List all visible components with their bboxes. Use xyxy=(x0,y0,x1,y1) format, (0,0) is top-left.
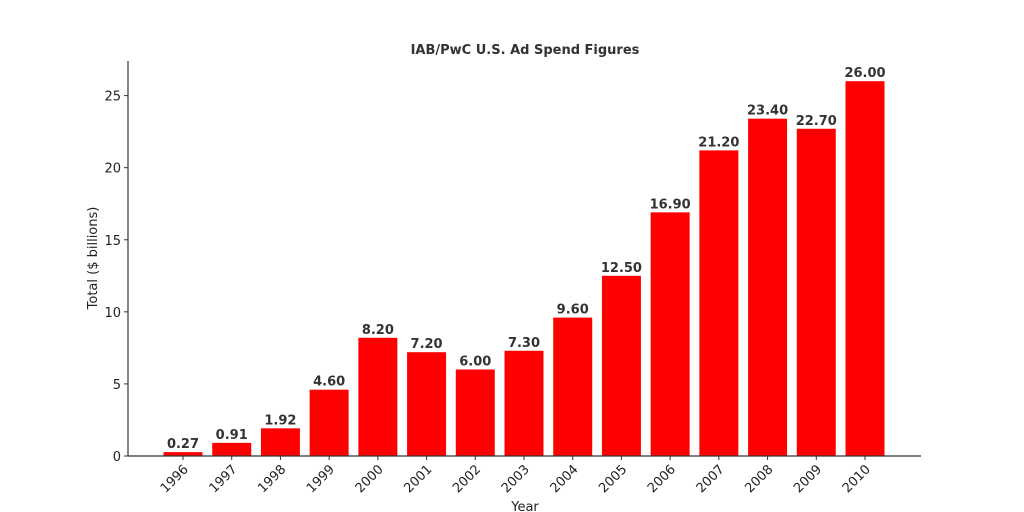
x-tick-label-2008: 2008 xyxy=(742,462,776,496)
bar-1998 xyxy=(260,428,300,456)
data-label-1999: 4.60 xyxy=(313,375,345,390)
bar-2004 xyxy=(553,317,593,456)
x-tick-label-2000: 2000 xyxy=(353,462,387,496)
y-axis: 0 5 10 15 20 25 xyxy=(104,90,128,465)
data-label-2006: 16.90 xyxy=(650,197,691,212)
x-tick-label-1998: 1998 xyxy=(255,462,289,496)
x-tick-label-2003: 2003 xyxy=(499,462,533,496)
bar-2007 xyxy=(699,150,739,456)
y-tick-label-20: 20 xyxy=(104,162,121,177)
bar-2009 xyxy=(796,128,836,456)
y-axis-label: Total ($ billions) xyxy=(86,207,101,311)
data-label-2009: 22.70 xyxy=(796,114,837,129)
y-tick-label-25: 25 xyxy=(104,90,121,105)
bar-1997 xyxy=(212,442,252,456)
bar-2003 xyxy=(504,350,544,456)
bar-2010 xyxy=(845,81,885,456)
chart-title: IAB/PwC U.S. Ad Spend Figures xyxy=(411,43,640,58)
x-tick-label-2001: 2001 xyxy=(401,462,435,496)
x-axis-label: Year xyxy=(510,500,539,512)
data-label-2005: 12.50 xyxy=(601,261,642,276)
data-label-2002: 6.00 xyxy=(459,355,491,370)
x-tick-label-2005: 2005 xyxy=(596,462,630,496)
bar-1999 xyxy=(309,389,349,456)
x-tick-label-2006: 2006 xyxy=(645,462,679,496)
x-tick-label-2002: 2002 xyxy=(450,462,484,496)
bar-2000 xyxy=(358,337,398,456)
x-axis: 1996 1997 1998 1999 2000 2001 2002 2003 2004 2005… xyxy=(158,456,874,496)
x-tick-label-1996: 1996 xyxy=(158,462,192,496)
data-label-2008: 23.40 xyxy=(747,104,788,119)
y-tick-label-0: 0 xyxy=(113,450,121,465)
x-tick-label-2004: 2004 xyxy=(548,462,582,496)
data-label-1997: 0.91 xyxy=(216,428,248,443)
bars-group xyxy=(163,81,885,456)
bar-2002 xyxy=(455,369,495,456)
data-label-2010: 26.00 xyxy=(844,66,885,81)
y-tick-label-5: 5 xyxy=(113,378,121,393)
x-tick-label-1999: 1999 xyxy=(304,462,338,496)
data-label-1996: 0.27 xyxy=(167,437,199,452)
x-tick-label-2010: 2010 xyxy=(840,462,874,496)
data-label-2000: 8.20 xyxy=(362,323,394,338)
bar-2006 xyxy=(650,212,690,456)
x-tick-label-1997: 1997 xyxy=(207,462,241,496)
data-label-2007: 21.20 xyxy=(698,135,739,150)
data-label-1998: 1.92 xyxy=(264,413,296,428)
data-labels-group: 0.27 0.91 1.92 4.60 8.20 7.20 6.00 7.30 9.60 12.5… xyxy=(167,66,886,452)
bar-2005 xyxy=(601,275,641,456)
x-tick-label-2007: 2007 xyxy=(694,462,728,496)
data-label-2004: 9.60 xyxy=(557,303,589,318)
x-tick-label-2009: 2009 xyxy=(791,462,825,496)
bar-1996 xyxy=(163,452,203,456)
y-tick-label-10: 10 xyxy=(104,306,121,321)
bar-2001 xyxy=(407,352,447,456)
y-tick-label-15: 15 xyxy=(104,234,121,249)
data-label-2001: 7.20 xyxy=(411,337,443,352)
bar-2008 xyxy=(748,118,788,456)
data-label-2003: 7.30 xyxy=(508,336,540,351)
